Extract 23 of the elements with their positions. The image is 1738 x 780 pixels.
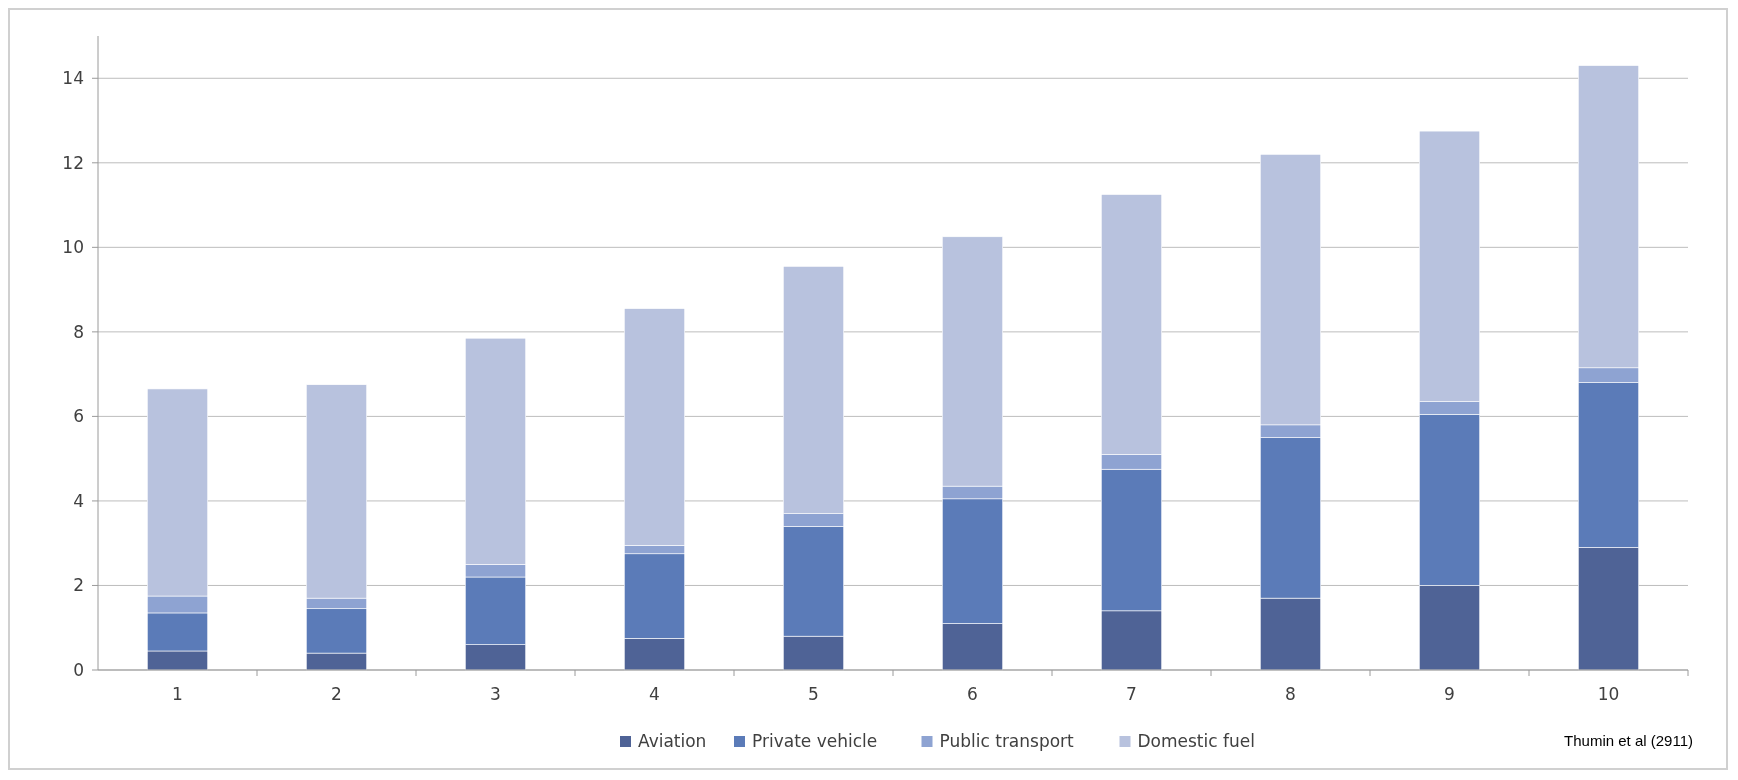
legend-label: Domestic fuel	[1137, 731, 1255, 751]
y-tick-label: 2	[73, 575, 84, 596]
y-tick-label: 12	[62, 152, 84, 173]
x-tick-label: 9	[1444, 684, 1455, 704]
legend-label: Public transport	[939, 731, 1075, 751]
x-tick-label: 3	[490, 684, 501, 704]
x-tick-label: 2	[331, 684, 342, 704]
x-tick-label: 10	[1597, 684, 1620, 704]
y-tick-label: 14	[62, 68, 84, 89]
x-tick-label: 6	[967, 684, 978, 704]
x-tick-label: 1	[172, 684, 183, 704]
legend-label: Private vehicle	[752, 731, 878, 751]
y-tick-label: 10	[62, 237, 84, 258]
y-tick-label: 6	[73, 406, 84, 427]
legend-label: Aviation	[638, 731, 707, 751]
x-tick-label: 4	[649, 684, 660, 704]
y-tick-label: 4	[73, 490, 84, 511]
x-tick-label: 5	[808, 684, 819, 704]
x-tick-label: 7	[1126, 684, 1137, 704]
y-tick-label: 8	[73, 321, 84, 342]
x-tick-label: 8	[1285, 684, 1296, 704]
y-tick-label: 0	[73, 659, 84, 680]
text: Thumin et al (2911)	[1564, 732, 1693, 749]
